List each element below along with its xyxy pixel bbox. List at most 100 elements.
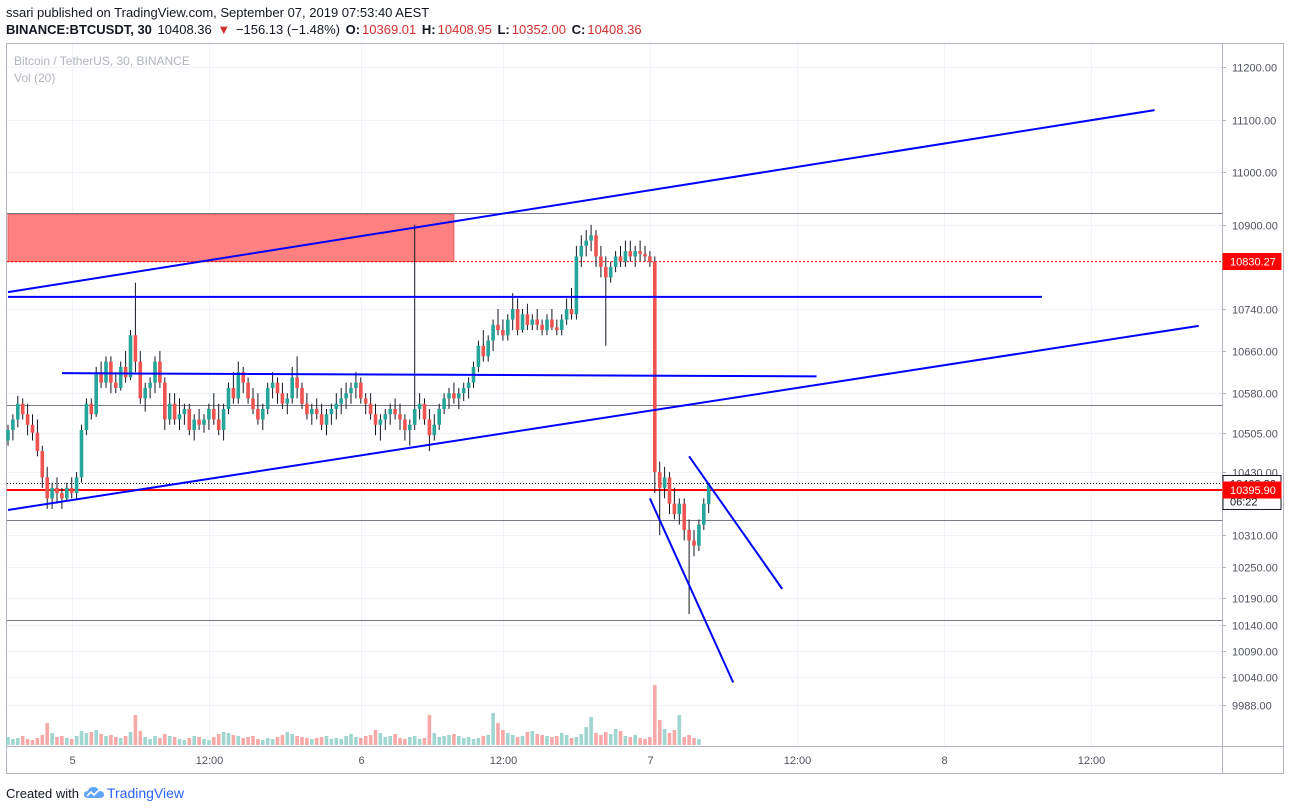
volume-bar <box>535 734 539 745</box>
candle-body <box>697 524 701 546</box>
candle-body <box>275 382 280 394</box>
volume-bar <box>520 736 525 745</box>
volume-bar <box>226 733 231 745</box>
volume-bar <box>158 738 162 745</box>
volume-bar <box>216 734 221 745</box>
volume-bar <box>388 736 392 745</box>
volume-bar <box>153 736 157 745</box>
price-tick-label: 11000.00 <box>1232 168 1277 180</box>
high-value: 10408.95 <box>437 22 492 37</box>
candle-body <box>349 387 353 394</box>
candle-body <box>207 408 211 420</box>
candles <box>6 224 711 615</box>
price-label-text: 10395.90 <box>1230 485 1276 497</box>
candle-body <box>339 398 343 404</box>
candle-body <box>143 387 147 399</box>
price-axis[interactable]: 11200.00 11100.00 11000.00 10900.00 10740.00… <box>1222 63 1278 713</box>
tradingview-logo[interactable]: TradingView <box>83 785 184 801</box>
volume-bar <box>295 736 299 745</box>
volume-bar <box>412 736 417 745</box>
volume-bar <box>368 735 373 745</box>
volume-bar <box>177 739 182 745</box>
candle-body <box>486 340 490 357</box>
volume-bar <box>89 732 94 745</box>
close-label: C: <box>571 22 586 37</box>
candle-body <box>133 335 138 362</box>
volume-bar <box>555 736 559 745</box>
time-axis[interactable]: 5 12:00 6 12:00 7 12:00 8 12:00 <box>69 755 1105 767</box>
candle-body <box>584 240 588 246</box>
candle-body <box>246 382 250 399</box>
zone-rect <box>7 213 455 263</box>
volume-bar <box>241 738 245 745</box>
time-tick-label: 12:00 <box>196 755 224 767</box>
volume-bar <box>319 737 324 745</box>
candle-body <box>69 487 74 494</box>
candle-body <box>236 372 241 399</box>
volume-bar <box>496 723 500 745</box>
volume-bar <box>506 733 510 745</box>
volume-bar <box>471 739 476 745</box>
volume-bar <box>94 730 98 745</box>
candle-body <box>270 382 275 388</box>
candle-body <box>623 251 628 262</box>
volume-bar <box>447 735 451 745</box>
volume-bar <box>290 734 294 745</box>
candle-body <box>35 432 40 452</box>
volume-bar <box>432 733 437 745</box>
candle-body <box>687 529 691 541</box>
candle-body <box>589 235 593 241</box>
volume-bar <box>221 732 226 745</box>
volume-bar <box>569 738 574 745</box>
candle-body <box>324 414 329 425</box>
candle-body <box>662 477 667 488</box>
price-tick-label: 10310.00 <box>1232 531 1278 543</box>
candle-body <box>310 408 314 415</box>
symbol-label[interactable]: BINANCE:BTCUSDT, 30 <box>6 22 152 37</box>
candle-body <box>172 403 177 420</box>
price-label-text: 10830.27 <box>1230 257 1276 269</box>
candle-body <box>216 419 221 430</box>
volume-bar <box>270 739 275 745</box>
volume-bar <box>349 734 353 745</box>
trendline <box>61 372 817 378</box>
price-tick-label: 11100.00 <box>1232 116 1276 128</box>
price-tick-label: 10900.00 <box>1232 221 1278 233</box>
candle-body <box>559 319 564 331</box>
candle-body <box>496 324 500 331</box>
volume-bar <box>339 739 343 745</box>
candle-body <box>84 403 89 430</box>
volume-bar <box>530 731 535 745</box>
candle-body <box>569 309 574 315</box>
volume-bar <box>99 734 103 745</box>
volume-bar <box>687 735 691 745</box>
time-tick-label: 12:00 <box>490 755 518 767</box>
candle-body <box>412 408 417 425</box>
trendline <box>688 455 784 590</box>
volume-bar <box>697 739 701 745</box>
candle-body <box>290 377 294 399</box>
volume-bar <box>604 732 608 745</box>
volume-bar <box>677 715 682 745</box>
volume-bar <box>305 738 309 745</box>
candle-body <box>123 366 128 378</box>
trendlines[interactable] <box>7 109 1199 683</box>
volume-bar <box>672 730 677 745</box>
candle-body <box>65 487 69 499</box>
candle-body <box>628 251 633 257</box>
candle-body <box>525 314 530 325</box>
candle-body <box>618 256 623 262</box>
volume-bar <box>393 734 397 745</box>
candle-body <box>359 382 363 399</box>
time-tick-label: 12:00 <box>1078 755 1106 767</box>
candle-body <box>461 387 466 394</box>
candle-body <box>79 430 84 478</box>
volume-bar <box>579 734 584 745</box>
candle-body <box>202 419 206 425</box>
candle-body <box>261 408 265 420</box>
volume-bar <box>466 737 471 745</box>
low-value: 10352.00 <box>511 22 566 37</box>
candle-body <box>403 419 407 430</box>
volume-bar <box>398 738 402 745</box>
